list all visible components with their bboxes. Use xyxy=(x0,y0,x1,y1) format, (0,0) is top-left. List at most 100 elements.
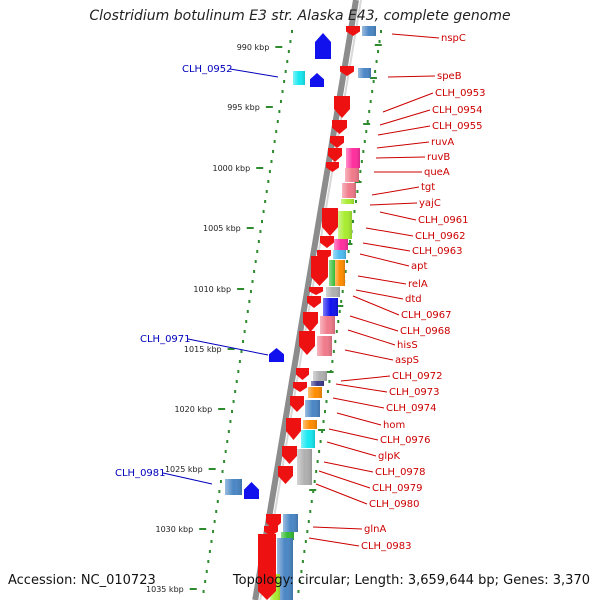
gene-label-left: CLH_0952 xyxy=(182,64,233,75)
label-leader xyxy=(347,329,396,346)
kbp-tick-label: 1035 kbp xyxy=(146,585,184,594)
tick-dot-right xyxy=(354,200,357,203)
tick-dot-right xyxy=(337,320,340,323)
tick-dot-left xyxy=(261,220,263,223)
tick-dots-layer xyxy=(189,30,382,593)
tick-dot-left xyxy=(219,480,222,483)
tick-dot-left xyxy=(254,260,257,263)
gene-label-right: ruvB xyxy=(427,152,450,163)
gene-label-left: CLH_0971 xyxy=(140,334,191,345)
gene-block-shade xyxy=(323,298,338,316)
tick-dot-left xyxy=(267,180,270,183)
tick-dot-left xyxy=(251,280,254,283)
gene-label-right: CLH_0983 xyxy=(361,541,412,552)
tick-dot-right xyxy=(297,590,300,593)
gene-arrow-red xyxy=(330,136,344,148)
label-leader xyxy=(376,141,430,149)
tick-dot-left xyxy=(226,440,229,443)
gene-block-shade xyxy=(333,250,346,259)
tick-dot-right xyxy=(371,90,374,93)
gene-block-shade xyxy=(342,183,356,198)
tick-dot-left xyxy=(231,410,233,413)
gene-block-steelblue-shade xyxy=(225,479,242,495)
tick-dot-right xyxy=(366,120,369,123)
gene-arrow-red xyxy=(320,236,334,248)
tick-dot-right xyxy=(316,460,319,463)
tick-dot-right xyxy=(374,70,377,73)
tick-dot-left xyxy=(273,140,276,143)
gene-label-right: CLH_0967 xyxy=(401,310,452,321)
label-leader xyxy=(328,428,379,441)
tick-dot-right xyxy=(349,240,352,243)
tick-dot-right xyxy=(378,40,381,43)
gene-label-left: CLH_0981 xyxy=(115,468,166,479)
label-leader xyxy=(357,275,407,285)
tick-dot-right xyxy=(313,480,316,483)
gene-label-right: tgt xyxy=(421,182,435,193)
tick-dot-left xyxy=(256,250,259,253)
gene-block-shade xyxy=(281,532,294,540)
gene-arrow-red xyxy=(282,446,297,464)
kbp-tick-label: 995 kbp xyxy=(227,103,260,112)
tick-dot-left xyxy=(276,120,279,123)
tick-dot-right xyxy=(318,450,321,453)
gene-label-right: CLH_0963 xyxy=(412,246,463,257)
tick-dot-left xyxy=(262,210,265,213)
kbp-tick-label: 1030 kbp xyxy=(156,525,194,534)
gene-block-shade xyxy=(326,287,340,297)
gene-arrow-blue xyxy=(269,348,284,362)
tick-dot-left xyxy=(264,200,267,203)
label-leader xyxy=(365,227,414,237)
gene-label-right: CLH_0953 xyxy=(435,88,486,99)
label-lines-layer xyxy=(162,33,440,547)
kbp-tick-label: 1020 kbp xyxy=(174,405,212,414)
gene-label-right: glnA xyxy=(364,524,386,535)
gene-label-right: dtd xyxy=(405,294,422,305)
label-leader xyxy=(332,397,385,409)
gene-label-right: CLH_0972 xyxy=(392,371,443,382)
gene-arrow-red xyxy=(307,296,321,308)
tick-dot-right xyxy=(331,360,334,363)
tick-dot-left xyxy=(202,590,205,593)
gene-block-shade xyxy=(334,239,348,250)
tick-dot-left xyxy=(212,530,215,533)
label-leader xyxy=(326,441,377,457)
gene-block-shade xyxy=(317,336,332,356)
gene-block-shade xyxy=(301,430,315,448)
gene-arrow-red xyxy=(322,208,338,236)
gene-label-right: CLH_0968 xyxy=(400,326,451,337)
gene-block-shade xyxy=(283,514,298,532)
label-leader xyxy=(336,412,382,426)
tick-dot-left xyxy=(272,150,275,153)
tick-dot-left xyxy=(265,190,268,193)
tick-dot-right xyxy=(307,520,310,523)
gene-label-right: CLH_0974 xyxy=(386,403,437,414)
tick-dot-left xyxy=(235,380,238,383)
tick-dot-left xyxy=(221,470,224,473)
label-leader xyxy=(187,338,269,356)
gene-block-shade xyxy=(320,316,335,334)
gene-label-right: aspS xyxy=(395,355,419,366)
tick-dot-left xyxy=(210,540,213,543)
tick-dot-right xyxy=(341,290,344,293)
tick-dot-right xyxy=(300,570,303,573)
kbp-tick-label: 1005 kbp xyxy=(203,224,241,233)
gene-label-right: CLH_0976 xyxy=(380,435,431,446)
gene-arrow-red xyxy=(290,396,304,412)
gene-label-right: hom xyxy=(383,420,405,431)
tick-dot-left xyxy=(208,550,211,553)
gene-arrow-red xyxy=(334,96,350,118)
tick-dot-right xyxy=(322,420,325,423)
tick-dot-left xyxy=(242,340,245,343)
gene-arrow-red xyxy=(293,382,307,392)
label-leader xyxy=(355,289,404,300)
label-leader xyxy=(229,68,279,78)
gene-arrow-red xyxy=(340,66,354,76)
tick-dot-right xyxy=(365,130,368,133)
tick-dot-left xyxy=(279,100,282,103)
tick-dot-right xyxy=(298,580,301,583)
tick-dot-left xyxy=(205,570,208,573)
tick-dot-right xyxy=(347,250,350,253)
gene-label-right: ruvA xyxy=(431,137,454,148)
gene-arrow-red xyxy=(309,287,323,295)
